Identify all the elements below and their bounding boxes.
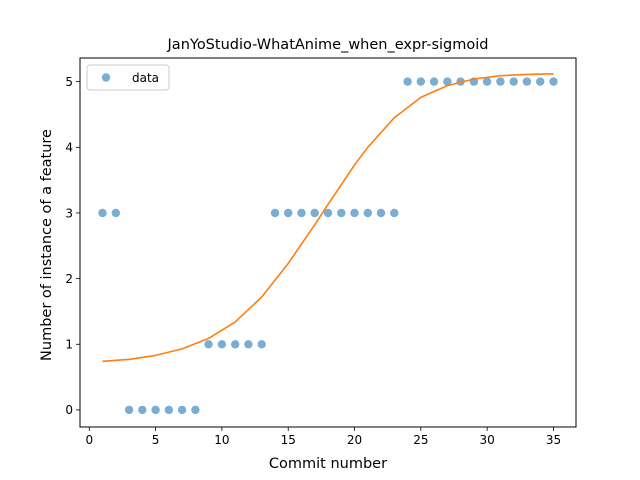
x-tick-label: 0 <box>85 433 93 447</box>
legend-marker <box>101 73 111 82</box>
x-tick-label: 35 <box>546 433 561 447</box>
data-point <box>549 77 558 86</box>
data-point <box>536 77 545 86</box>
data-point <box>337 208 346 218</box>
x-tick-label: 30 <box>480 433 495 447</box>
data-point <box>151 405 160 415</box>
x-tick-label: 10 <box>214 433 229 447</box>
data-point <box>98 208 107 218</box>
x-axis-label: Commit number <box>269 456 387 472</box>
y-tick-label: 5 <box>65 75 73 89</box>
x-tick-label: 25 <box>413 433 428 447</box>
data-point <box>270 208 280 218</box>
legend-label: data <box>132 71 159 85</box>
y-tick-label: 1 <box>65 338 73 352</box>
data-point <box>204 340 213 349</box>
x-tick-label: 15 <box>281 433 296 447</box>
data-point <box>496 77 505 86</box>
data-point <box>522 77 532 86</box>
data-point <box>217 340 227 349</box>
data-point <box>350 208 359 218</box>
y-tick-label: 3 <box>65 206 73 220</box>
data-point <box>429 77 439 86</box>
data-point <box>177 405 187 415</box>
y-tick-label: 4 <box>65 141 73 155</box>
y-tick-label: 2 <box>65 272 73 286</box>
data-point <box>164 405 174 415</box>
data-point <box>124 405 134 415</box>
data-point <box>244 340 253 349</box>
data-point <box>191 405 200 415</box>
data-point <box>403 77 412 86</box>
plot-area: 0 5 10 15 20 25 30 35 0 1 2 3 4 5 data <box>65 57 577 447</box>
x-tick-label: 5 <box>152 433 160 447</box>
legend-box <box>86 64 170 91</box>
data-point <box>376 208 386 218</box>
chart-title: JanYoStudio-WhatAnime_when_expr-sigmoid <box>167 37 489 53</box>
data-point <box>323 208 333 218</box>
data-point <box>284 208 293 218</box>
x-tick-label: 20 <box>347 433 362 447</box>
data-point <box>111 208 121 218</box>
data-point <box>138 405 147 415</box>
y-tick-label: 0 <box>65 403 73 417</box>
data-point <box>509 77 518 86</box>
data-point <box>390 208 399 218</box>
data-point <box>416 77 425 86</box>
axes-frame <box>79 57 577 428</box>
data-point <box>310 208 319 218</box>
data-point <box>231 340 240 349</box>
data-point <box>363 208 372 218</box>
data-point <box>443 77 452 86</box>
y-axis-label: Number of instance of a feature <box>39 129 55 361</box>
data-point <box>297 208 306 218</box>
fitted-sigmoid-line <box>102 73 554 363</box>
data-point <box>482 77 492 86</box>
data-point <box>257 340 266 349</box>
